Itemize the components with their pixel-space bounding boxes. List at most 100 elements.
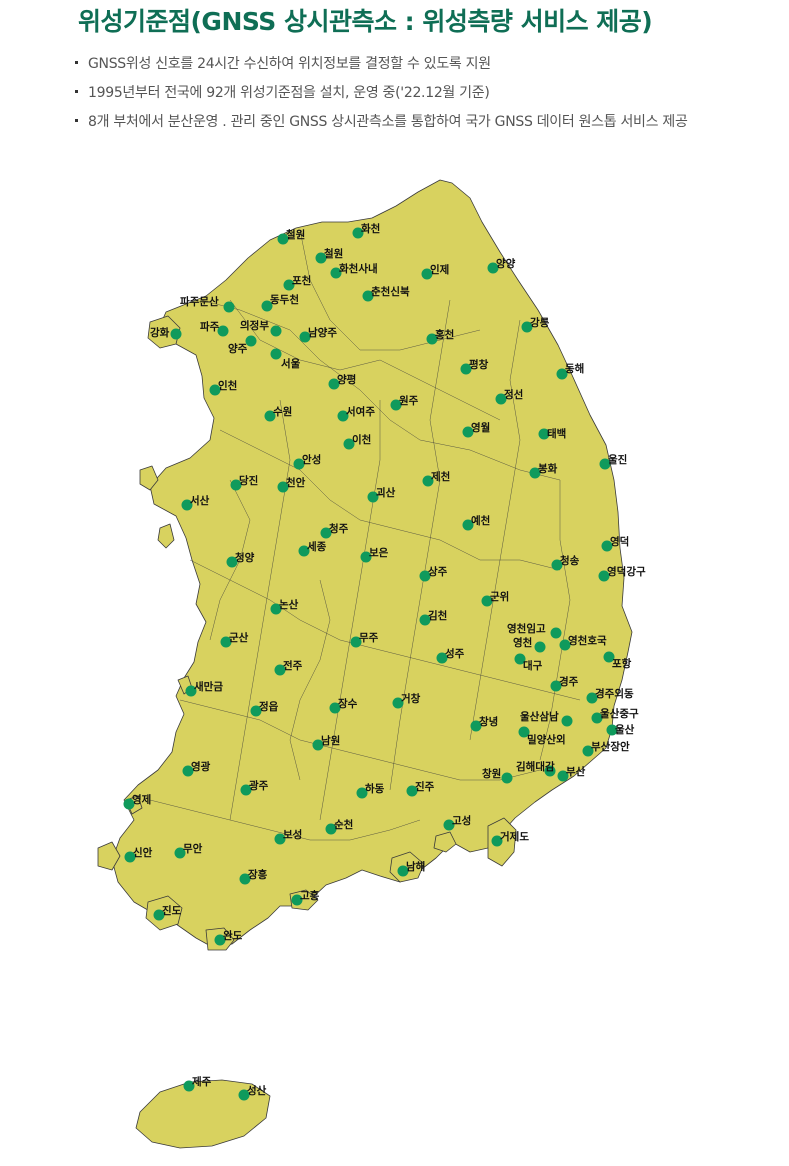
station-dot (183, 1080, 195, 1092)
station-marker: 진주 (406, 780, 435, 797)
station-marker: 강화 (150, 326, 182, 340)
station-marker: 김해대감 (516, 760, 556, 777)
station-marker: 남원 (312, 734, 340, 751)
station-marker: 정읍 (250, 700, 279, 717)
station-dot (356, 787, 368, 799)
station-dot (277, 481, 289, 493)
station-dot (174, 847, 186, 859)
station-dot (328, 378, 340, 390)
station-label: 제천 (431, 470, 450, 483)
station-dot (582, 745, 594, 757)
station-label: 영천임고 (507, 622, 546, 635)
station-label: 양주 (228, 343, 248, 355)
station-dot (556, 368, 568, 380)
info-item: 1995년부터 전국에 92개 위성기준점을 설치, 운영 중('22.12월 … (74, 81, 688, 110)
station-marker: 제주 (183, 1075, 212, 1092)
station-dot (240, 784, 252, 796)
station-dot (406, 785, 418, 797)
station-dot (217, 325, 229, 337)
station-label: 군산 (229, 631, 249, 644)
station-label: 창녕 (479, 715, 498, 728)
station-label: 영제 (132, 793, 151, 806)
station-label: 인제 (430, 263, 449, 276)
station-marker: 영덕강구 (598, 565, 646, 582)
station-dot (298, 545, 310, 557)
station-label: 철원 (286, 228, 305, 241)
land-regions (97, 179, 633, 1149)
station-marker: 파주문산 (180, 295, 235, 313)
station-marker: 울산중구 (591, 707, 639, 724)
station-label: 제주 (192, 1075, 212, 1088)
station-label: 보성 (283, 828, 302, 841)
station-dot (209, 384, 221, 396)
station-label: 울진 (608, 453, 627, 466)
station-label: 평창 (469, 358, 489, 371)
station-label: 울산 (615, 723, 635, 736)
station-marker: 영덕 (601, 535, 629, 552)
station-label: 천안 (286, 476, 306, 489)
station-label: 동두천 (270, 293, 299, 306)
station-dot (390, 399, 402, 411)
station-dot (514, 653, 526, 665)
station-label: 예천 (471, 514, 490, 527)
station-marker: 장수 (329, 697, 358, 714)
station-dot (462, 426, 474, 438)
station-dot (274, 833, 286, 845)
station-label: 춘천신북 (371, 285, 410, 298)
station-label: 경주 (559, 675, 579, 688)
station-dot (495, 393, 507, 405)
station-marker: 봉화 (529, 462, 558, 479)
station-marker: 밀양산외 (518, 726, 566, 746)
station-label: 장흥 (248, 868, 268, 881)
station-dot (501, 772, 513, 784)
station-label: 고성 (452, 814, 471, 827)
station-marker: 양양 (487, 258, 516, 274)
station-marker: 부산 (557, 765, 586, 782)
station-marker: 영천임고 (507, 622, 562, 639)
station-marker: 논산 (270, 598, 299, 615)
station-label: 강화 (150, 326, 170, 339)
station-label: 청양 (235, 551, 255, 564)
station-label: 진도 (162, 904, 182, 917)
station-marker: 원주 (390, 394, 419, 411)
info-list: GNSS위성 신호를 24시간 수신하여 위치정보를 결정할 수 있도록 지원 … (74, 52, 688, 139)
station-dot (436, 652, 448, 664)
station-label: 당진 (239, 474, 258, 487)
station-marker: 보성 (274, 828, 302, 845)
ganghwa-island (147, 315, 181, 349)
station-marker: 동해 (556, 362, 584, 380)
station-label: 남원 (321, 734, 340, 747)
station-label: 영덕 (610, 535, 629, 548)
station-dot (443, 819, 455, 831)
station-label: 장수 (338, 697, 358, 710)
station-marker: 창원 (482, 767, 513, 784)
station-label: 원주 (399, 394, 419, 407)
station-dot (487, 262, 499, 274)
station-markers: 철원 화천 철원 양양 화천사내 인제 포천 춘천신북 파주문산 동두천 강릉 … (123, 222, 646, 1101)
station-label: 수원 (273, 405, 292, 418)
station-label: 화천사내 (339, 262, 378, 275)
station-dot (223, 301, 235, 313)
station-dot (270, 348, 282, 360)
station-label: 서여주 (346, 405, 375, 418)
station-marker: 대구 (514, 653, 543, 672)
station-label: 영월 (471, 421, 490, 434)
station-label: 강릉 (530, 316, 550, 329)
station-label: 안성 (302, 453, 321, 466)
station-label: 청송 (560, 554, 580, 567)
station-label: 파주문산 (180, 295, 219, 308)
station-marker: 포천 (283, 274, 311, 291)
station-dot (239, 873, 251, 885)
station-dot (367, 491, 379, 503)
station-label: 영덕강구 (607, 565, 646, 578)
station-marker: 철원 (277, 228, 305, 245)
station-marker: 영천호국 (559, 634, 607, 651)
station-marker: 화천사내 (330, 262, 378, 279)
station-dot (238, 1089, 250, 1101)
station-marker: 성주 (436, 647, 465, 664)
station-label: 철원 (324, 247, 343, 260)
station-dot (422, 475, 434, 487)
station-dot (586, 692, 598, 704)
station-label: 김해대감 (516, 760, 555, 773)
station-label: 이천 (352, 433, 371, 446)
